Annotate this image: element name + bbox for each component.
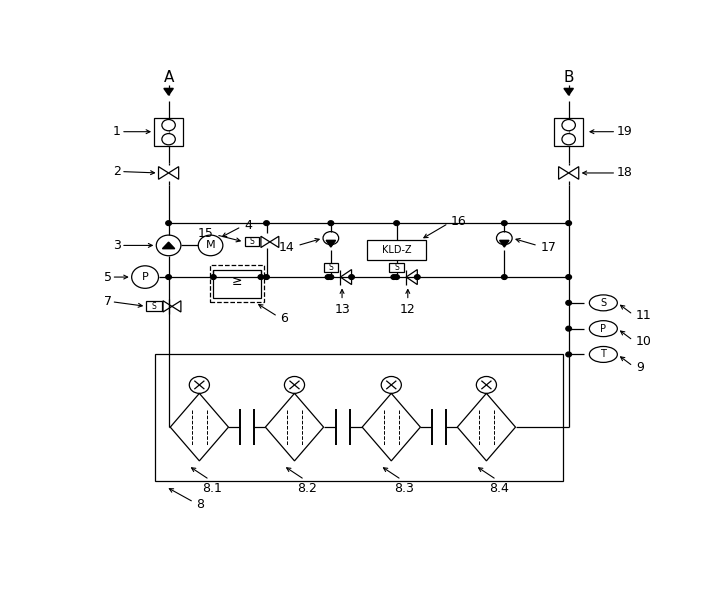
Circle shape [566, 352, 572, 357]
Text: 11: 11 [636, 309, 651, 323]
Text: 14: 14 [279, 241, 295, 253]
Text: 10: 10 [636, 336, 652, 348]
Circle shape [566, 326, 572, 331]
Text: P: P [601, 323, 606, 334]
Bar [210, 266, 264, 303]
Circle shape [264, 275, 269, 280]
Text: ≥: ≥ [232, 275, 243, 288]
Text: 8.4: 8.4 [489, 482, 509, 495]
Text: S: S [600, 298, 606, 308]
Circle shape [566, 300, 572, 305]
Text: P: P [142, 272, 149, 282]
Circle shape [166, 221, 171, 225]
Bar [154, 118, 183, 146]
Circle shape [166, 275, 171, 280]
Circle shape [393, 275, 399, 280]
Text: M: M [206, 241, 215, 250]
Text: 8: 8 [196, 498, 204, 510]
Text: 6: 6 [281, 312, 288, 325]
Circle shape [325, 275, 331, 280]
Bar [245, 238, 259, 247]
Text: 13: 13 [334, 303, 350, 316]
Text: 12: 12 [400, 303, 416, 316]
Bar [214, 270, 261, 298]
Circle shape [211, 275, 216, 280]
Text: S: S [250, 238, 254, 247]
Circle shape [502, 221, 507, 225]
Text: T: T [601, 350, 606, 359]
Text: S: S [152, 302, 157, 311]
Text: 18: 18 [617, 166, 632, 180]
Bar [155, 354, 563, 481]
Bar [146, 301, 162, 311]
Circle shape [258, 275, 264, 280]
Text: 1: 1 [113, 125, 121, 138]
Ellipse shape [589, 321, 617, 337]
Circle shape [566, 221, 572, 225]
Bar [323, 263, 338, 272]
Circle shape [566, 275, 572, 280]
Circle shape [502, 275, 507, 280]
Bar [389, 263, 404, 272]
Text: S: S [329, 263, 334, 272]
Circle shape [349, 275, 355, 280]
Bar [554, 118, 583, 146]
Polygon shape [500, 241, 509, 247]
Text: 8.1: 8.1 [201, 482, 222, 495]
Circle shape [391, 275, 396, 280]
Circle shape [414, 275, 420, 280]
Text: S: S [394, 263, 399, 272]
Text: 3: 3 [113, 239, 121, 252]
Ellipse shape [589, 347, 617, 362]
Circle shape [328, 275, 334, 280]
Circle shape [264, 221, 269, 225]
Bar [367, 240, 426, 261]
Polygon shape [162, 242, 175, 248]
Text: 8.2: 8.2 [297, 482, 317, 495]
Text: 9: 9 [636, 361, 644, 374]
Text: 19: 19 [617, 125, 632, 138]
Text: 2: 2 [113, 165, 121, 178]
Polygon shape [326, 241, 336, 247]
Text: 16: 16 [451, 216, 467, 228]
Text: 8.3: 8.3 [393, 482, 414, 495]
Ellipse shape [589, 295, 617, 311]
Text: A: A [163, 70, 174, 85]
Text: 4: 4 [244, 219, 252, 232]
Circle shape [393, 221, 399, 225]
Circle shape [328, 221, 334, 225]
Text: 5: 5 [103, 270, 111, 284]
Text: 15: 15 [198, 227, 214, 240]
Polygon shape [164, 88, 173, 95]
Text: 7: 7 [103, 295, 111, 308]
Text: B: B [563, 70, 574, 85]
Text: 17: 17 [541, 241, 557, 253]
Text: KLD-Z: KLD-Z [382, 245, 412, 255]
Polygon shape [564, 88, 573, 95]
